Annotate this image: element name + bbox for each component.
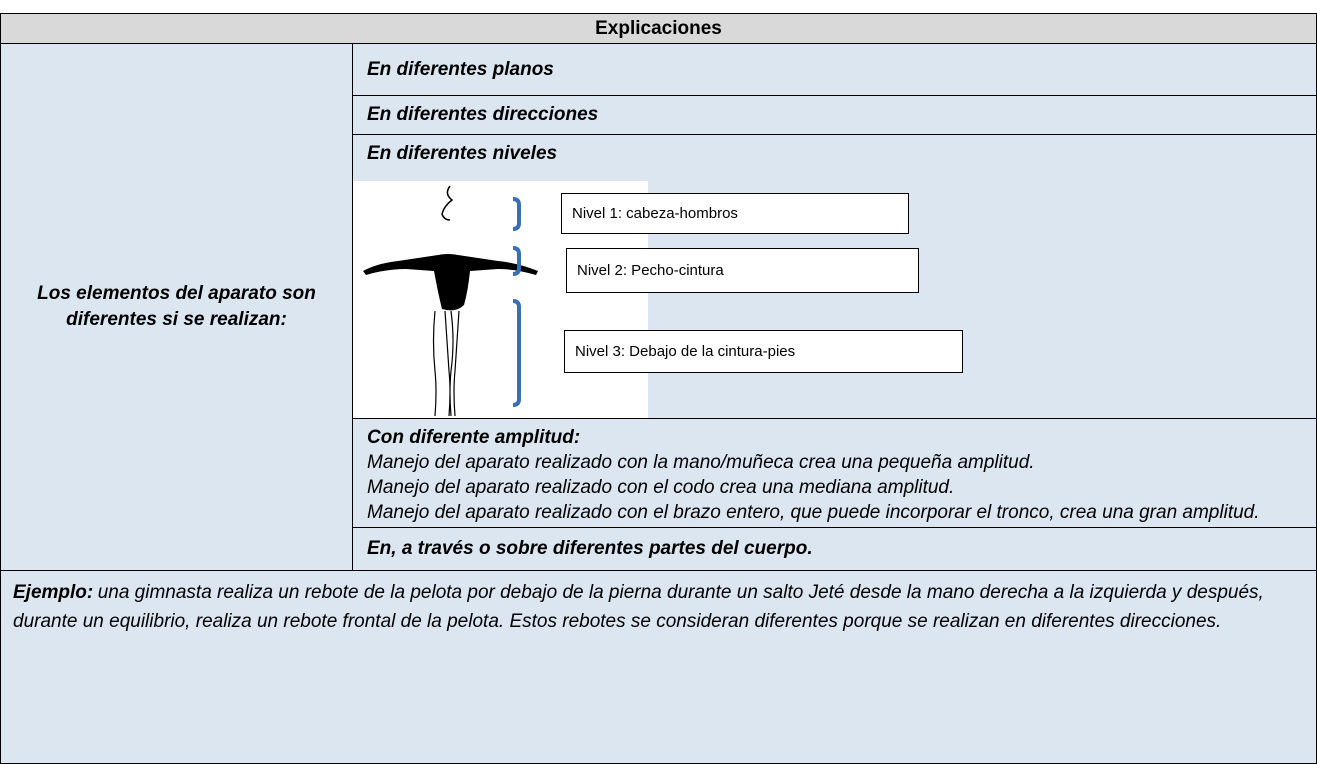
example-cell: Ejemplo: una gimnasta realiza un rebote … — [0, 570, 1317, 764]
row-cell: En diferentes direcciones — [352, 95, 1317, 135]
amplitude-line: Manejo del aparato realizado con el braz… — [367, 502, 1260, 523]
row-text: En diferentes direcciones — [367, 104, 599, 125]
header-title: Explicaciones — [595, 17, 722, 39]
level-label: Nivel 3: Debajo de la cintura-pies — [564, 330, 963, 373]
amplitude-title: Con diferente amplitud: — [367, 427, 581, 448]
example-text: una gimnasta realiza un rebote de la pel… — [13, 582, 1264, 632]
gymnast-figure — [363, 185, 538, 417]
level-text: Nivel 1: cabeza-hombros — [572, 205, 738, 222]
level-label: Nivel 2: Pecho-cintura — [566, 248, 919, 293]
row-text: En diferentes niveles — [367, 143, 558, 164]
row-text: En, a través o sobre diferentes partes d… — [367, 538, 813, 559]
left-cell: Los elementos del aparato son diferentes… — [0, 43, 353, 571]
row-cell: En diferentes niveles Nivel 1: cabeza-ho… — [352, 134, 1317, 419]
row-text: En diferentes planos — [367, 58, 554, 80]
level-text: Nivel 2: Pecho-cintura — [577, 262, 724, 279]
level-label: Nivel 1: cabeza-hombros — [561, 193, 909, 234]
amplitude-line: Manejo del aparato realizado con la mano… — [367, 452, 1035, 473]
row-cell: En, a través o sobre diferentes partes d… — [352, 527, 1317, 571]
row-cell: En diferentes planos — [352, 43, 1317, 96]
amplitude-line: Manejo del aparato realizado con el codo… — [367, 477, 955, 498]
example-label: Ejemplo: — [13, 582, 94, 603]
amplitude-cell: Con diferente amplitud: Manejo del apara… — [352, 418, 1317, 528]
left-cell-text: Los elementos del aparato son diferentes… — [37, 283, 316, 330]
header-cell: Explicaciones — [0, 13, 1317, 44]
level-text: Nivel 3: Debajo de la cintura-pies — [575, 343, 796, 360]
